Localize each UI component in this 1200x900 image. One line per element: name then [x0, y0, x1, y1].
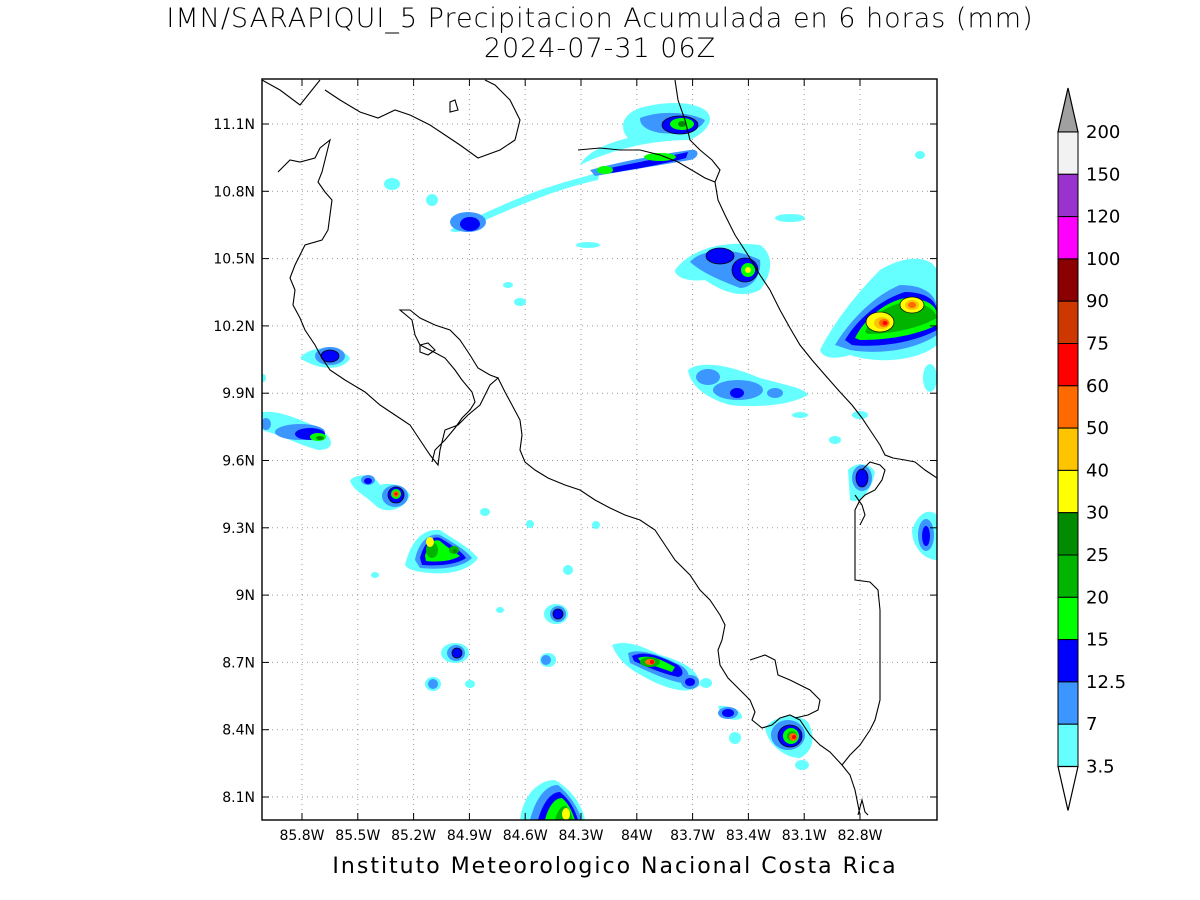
precip-field-7mm — [262, 112, 937, 820]
lon-tick-label: 84W — [621, 828, 653, 844]
precip-field-heavy — [316, 121, 924, 820]
nicaragua-border — [577, 79, 721, 183]
colorbar-swatch — [1057, 512, 1079, 556]
small-islet — [449, 99, 459, 113]
colorbar-level-label: 200 — [1086, 122, 1120, 143]
precip-area-north-band — [450, 172, 600, 233]
credit-text: Instituto Meteorologico Nacional Costa R… — [332, 854, 898, 879]
precip-field — [262, 103, 937, 820]
colorbar-level-label: 50 — [1086, 418, 1109, 439]
longitude-axis: 85.8W 85.5W 85.2W 84.9W 84.6W 84.3W 84W 83.7W 83… — [279, 79, 883, 844]
latitude-axis: 11.1N 10.8N 10.5N 10.2N 9.9N 9.6N 9.3N 9N 8.7N 8.… — [213, 117, 937, 806]
colorbar-level-label: 30 — [1086, 503, 1109, 524]
pacific-coast — [277, 138, 500, 467]
lon-tick-label: 83.7W — [670, 828, 715, 844]
colorbar-level-label: 40 — [1086, 460, 1109, 481]
precip-field-15mm — [310, 118, 937, 820]
colorbar-level-label: 25 — [1086, 545, 1109, 566]
colorbar-bottom-arrow — [1057, 765, 1079, 811]
colorbar-swatch — [1057, 343, 1079, 387]
lon-tick-label: 83.4W — [726, 828, 771, 844]
colorbar-level-label: 12.5 — [1086, 672, 1126, 693]
colorbar-level-label: 150 — [1086, 164, 1120, 185]
colorbar-swatch — [1057, 427, 1079, 471]
colorbar-level-label: 60 — [1086, 376, 1109, 397]
lat-tick-label: 9N — [236, 588, 255, 604]
lat-tick-label: 8.7N — [222, 655, 255, 671]
lon-tick-label: 84.3W — [558, 828, 603, 844]
lat-tick-label: 8.4N — [222, 723, 255, 739]
lon-tick-label: 82.8W — [837, 828, 882, 844]
lake-shoreline — [262, 79, 521, 159]
colorbar-swatch — [1057, 596, 1079, 641]
colorbar-swatch — [1057, 385, 1079, 429]
lat-tick-label: 10.8N — [213, 184, 255, 200]
colorbar-swatch — [1057, 258, 1079, 302]
caribbean-coast — [714, 181, 937, 479]
colorbar-swatch — [1057, 216, 1079, 260]
colorbar-level-label: 7 — [1086, 714, 1097, 735]
lat-tick-label: 8.1N — [222, 790, 255, 806]
lat-tick-label: 10.2N — [213, 319, 255, 335]
colorbar-swatch — [1057, 300, 1079, 345]
panama-border — [841, 461, 886, 766]
map-frame — [261, 78, 938, 821]
lat-tick-label: 9.6N — [222, 454, 255, 470]
colorbar-level-label: 75 — [1086, 334, 1109, 355]
lon-tick-label: 84.6W — [503, 828, 548, 844]
pacific-coast-south — [497, 377, 869, 816]
colorbar-swatch — [1057, 554, 1079, 598]
colorbar-level-label: 15 — [1086, 630, 1109, 651]
lat-tick-label: 11.1N — [213, 117, 255, 133]
lon-tick-label: 85.2W — [391, 828, 436, 844]
colorbar-legend: 200 150 120 100 90 75 60 50 40 30 25 20 15 12.5 7 3.5 — [1057, 87, 1126, 811]
nicoya-island — [419, 342, 436, 356]
lon-tick-label: 83.1W — [782, 828, 827, 844]
colorbar-level-label: 120 — [1086, 207, 1120, 228]
lon-tick-label: 84.9W — [447, 828, 492, 844]
colorbar-swatch — [1057, 639, 1079, 683]
colorbar-swatch — [1057, 723, 1079, 768]
osa-peninsula — [749, 654, 821, 719]
precip-field-12-5mm — [295, 116, 937, 820]
graticule-grid — [262, 79, 937, 820]
colorbar-level-label: 90 — [1086, 291, 1109, 312]
colorbar-top-arrow — [1057, 87, 1079, 133]
precip-contours — [320, 115, 925, 748]
lat-tick-label: 10.5N — [213, 252, 255, 268]
colorbar-swatch — [1057, 131, 1079, 175]
lon-tick-label: 85.5W — [335, 828, 380, 844]
lat-tick-label: 9.3N — [222, 521, 255, 537]
colorbar-swatch — [1057, 469, 1079, 514]
panama-coast-east — [854, 494, 866, 526]
lat-tick-label: 9.9N — [222, 386, 255, 402]
colorbar-swatch — [1057, 681, 1079, 725]
map-title: IMN/SARAPIQUI_5 Precipitacion Acumulada … — [166, 3, 1034, 34]
colorbar-level-label: 100 — [1086, 249, 1120, 270]
colorbar-level-label: 3.5 — [1086, 757, 1115, 778]
colorbar-swatch — [1057, 173, 1079, 218]
map-subtitle-datetime: 2024-07-31 06Z — [483, 33, 717, 64]
colorbar-level-label: 20 — [1086, 587, 1109, 608]
lon-tick-label: 85.8W — [279, 828, 324, 844]
coastlines-borders — [262, 79, 937, 816]
